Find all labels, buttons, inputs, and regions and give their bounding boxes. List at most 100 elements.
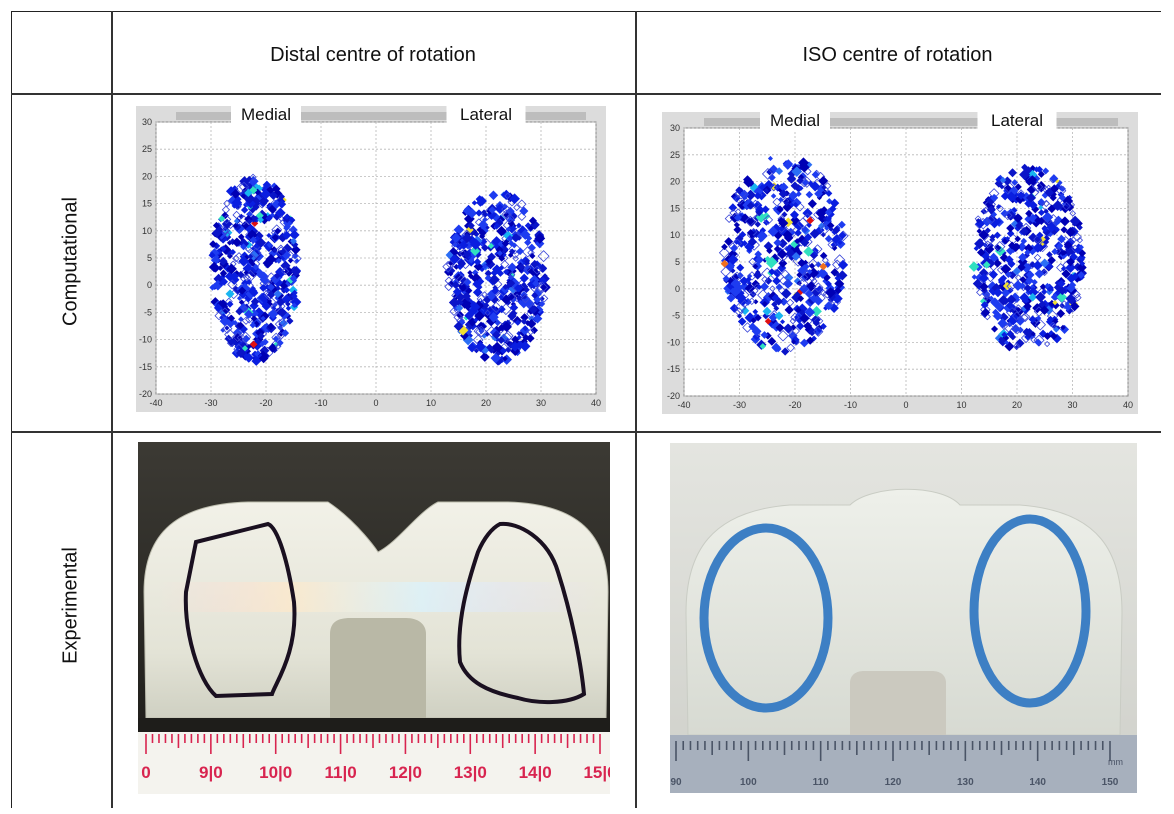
contact-marker (735, 283, 744, 292)
contact-marker (1005, 301, 1014, 310)
contact-marker (246, 229, 258, 241)
contact-marker (1043, 332, 1052, 341)
contact-marker (245, 181, 257, 193)
contact-marker (530, 267, 541, 279)
contact-marker (283, 286, 291, 294)
contact-marker (507, 262, 518, 273)
contact-marker (997, 276, 1006, 284)
contact-marker (520, 313, 529, 322)
contact-marker (466, 207, 478, 219)
contact-marker (511, 268, 517, 274)
contact-marker (1042, 234, 1051, 243)
contact-marker (520, 318, 528, 325)
contact-marker (759, 343, 766, 350)
contact-marker (455, 273, 468, 286)
contact-marker (1056, 242, 1064, 250)
contact-marker (1032, 181, 1044, 193)
contact-marker (467, 342, 477, 353)
insert-notch (850, 671, 946, 735)
contact-marker (777, 216, 785, 225)
contact-marker (1025, 209, 1033, 218)
region-label-lateral: Lateral (460, 106, 512, 124)
contact-marker (524, 258, 530, 265)
contact-marker (488, 190, 499, 201)
contact-marker (772, 206, 779, 212)
contact-marker (230, 189, 241, 199)
contact-marker (1012, 267, 1021, 276)
contact-marker (253, 320, 260, 328)
contact-marker (277, 307, 287, 318)
y-tick-label: -20 (667, 391, 680, 401)
contact-marker (473, 348, 479, 354)
contact-marker (798, 278, 809, 289)
contact-marker (285, 279, 293, 287)
contact-marker (504, 192, 512, 200)
contact-marker (243, 254, 250, 261)
contact-marker (239, 251, 250, 262)
contact-marker (739, 189, 750, 200)
contact-marker (1038, 204, 1044, 211)
contact-marker (1065, 293, 1076, 304)
contact-marker (986, 205, 996, 215)
contact-marker (501, 332, 513, 344)
contact-marker (526, 318, 537, 329)
region-label-bg (977, 112, 1057, 132)
contact-marker (768, 313, 778, 322)
contact-marker (1013, 242, 1021, 250)
contact-marker (450, 232, 462, 243)
contact-marker (767, 155, 773, 162)
contact-marker (732, 271, 742, 282)
row-divider (11, 431, 1161, 433)
contact-marker (526, 267, 534, 274)
contact-marker (730, 286, 741, 298)
contact-marker (1041, 289, 1047, 295)
contact-marker (837, 270, 848, 281)
contact-marker (993, 231, 1002, 239)
contact-marker (244, 192, 256, 204)
y-tick-label: 5 (147, 253, 152, 263)
contact-marker (726, 276, 735, 285)
contact-marker (1011, 311, 1022, 321)
region-label-bg (446, 106, 526, 126)
contact-marker (277, 324, 283, 331)
ruler-label: 150 (1102, 777, 1119, 788)
contact-marker (762, 292, 774, 303)
contact-marker (242, 334, 251, 343)
contact-marker (813, 316, 824, 326)
contact-marker (1044, 340, 1051, 348)
contact-marker (766, 247, 773, 255)
contact-marker (540, 282, 551, 293)
contact-marker (781, 211, 788, 218)
contact-marker (791, 166, 803, 178)
contact-marker (453, 321, 464, 332)
contact-marker (217, 265, 224, 272)
contact-marker (226, 300, 234, 308)
contact-marker (538, 300, 546, 308)
contact-marker (1045, 316, 1057, 327)
contact-marker (1016, 326, 1024, 334)
contact-marker (733, 213, 742, 222)
contact-marker (512, 255, 519, 262)
contact-marker (761, 205, 770, 214)
contact-marker (991, 325, 999, 333)
contact-marker (491, 212, 501, 222)
contact-marker (258, 353, 269, 364)
contact-marker (463, 278, 472, 287)
contact-marker (1076, 224, 1083, 231)
contact-marker (1028, 200, 1038, 210)
contact-marker (1014, 235, 1021, 243)
contact-marker (233, 218, 240, 224)
contact-marker (463, 300, 474, 312)
contact-marker (1035, 291, 1046, 303)
contact-marker (794, 229, 802, 237)
contact-marker (226, 240, 233, 246)
contact-marker (257, 332, 265, 340)
x-tick-label: -40 (149, 398, 162, 408)
contact-region-medial (718, 155, 849, 356)
contact-marker (976, 248, 986, 257)
contact-marker (804, 306, 816, 318)
contact-marker (520, 293, 531, 304)
contact-marker (770, 320, 782, 332)
contact-marker (498, 294, 505, 301)
contact-marker (1035, 165, 1044, 174)
